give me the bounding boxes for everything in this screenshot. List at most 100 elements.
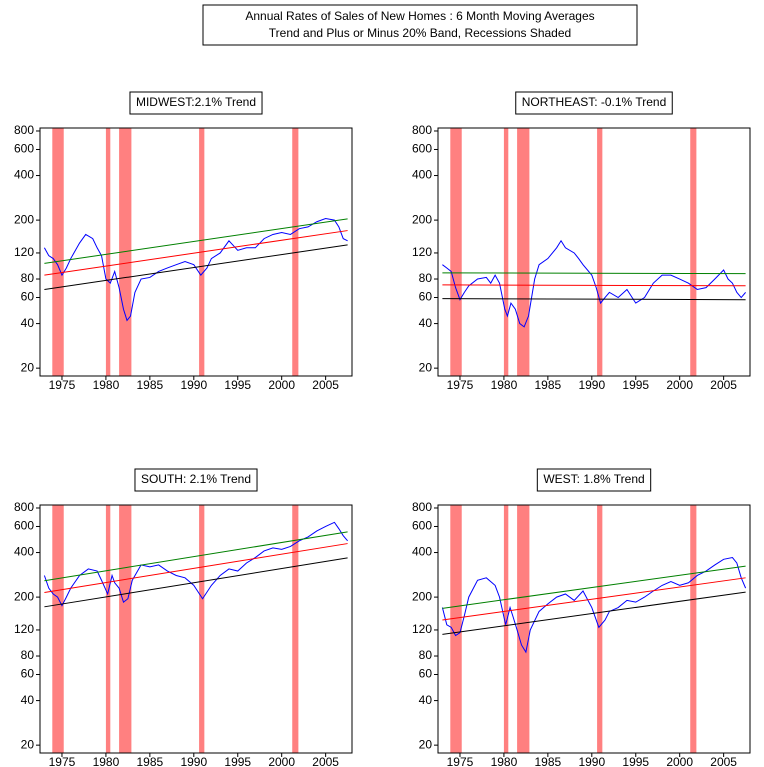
y-tick-label: 600 [14, 519, 34, 533]
y-tick-label: 80 [21, 271, 35, 285]
x-tick-label: 2000 [666, 755, 693, 767]
recession-band [690, 505, 697, 753]
x-tick-label: 2005 [312, 755, 339, 767]
x-tick-label: 2000 [666, 378, 693, 392]
recession-band [105, 505, 111, 753]
y-tick-label: 400 [14, 545, 34, 559]
x-tick-label: 1995 [224, 755, 251, 767]
subtitle: Trend and Plus or Minus 20% Band, Recess… [269, 26, 571, 40]
recession-band [292, 505, 299, 753]
recession-band [119, 505, 132, 753]
recession-band [450, 128, 462, 376]
series-line [44, 531, 348, 582]
y-tick-label: 60 [419, 667, 433, 681]
y-tick-label: 800 [14, 123, 34, 137]
x-tick-label: 1980 [491, 378, 518, 392]
x-tick-label: 1990 [578, 755, 605, 767]
y-tick-label: 400 [412, 545, 432, 559]
x-tick-label: 1990 [180, 755, 207, 767]
y-tick-label: 400 [412, 168, 432, 182]
series-line [44, 557, 348, 608]
y-tick-label: 200 [14, 212, 34, 226]
series-line [442, 284, 746, 287]
x-tick-label: 2000 [268, 755, 295, 767]
x-tick-label: 1975 [49, 755, 76, 767]
x-tick-label: 1985 [535, 755, 562, 767]
y-tick-label: 20 [419, 360, 433, 374]
series-line [44, 543, 348, 593]
series-line [43, 521, 348, 607]
series-line [44, 244, 348, 290]
series-line [442, 272, 746, 275]
x-tick-label: 1995 [622, 755, 649, 767]
y-tick-label: 600 [412, 142, 432, 156]
panel-title-box [134, 468, 258, 492]
recession-band [52, 128, 64, 376]
y-tick-label: 60 [419, 290, 433, 304]
y-tick-label: 120 [14, 245, 34, 259]
x-tick-label: 1985 [137, 378, 164, 392]
x-tick-label: 1990 [180, 378, 207, 392]
x-tick-label: 1975 [49, 378, 76, 392]
recession-band [597, 128, 603, 376]
y-tick-label: 400 [14, 168, 34, 182]
panel-title-box [515, 91, 673, 115]
recession-band [450, 505, 462, 753]
recession-band [517, 505, 530, 753]
y-tick-label: 120 [14, 622, 34, 636]
recession-band [503, 128, 509, 376]
y-tick-label: 600 [14, 142, 34, 156]
y-tick-label: 20 [419, 737, 433, 751]
x-tick-label: 1975 [447, 378, 474, 392]
series-line [442, 565, 746, 609]
plot-frame [437, 127, 751, 377]
series-line [442, 239, 746, 328]
recession-band [517, 128, 530, 376]
series-line [442, 591, 746, 635]
y-tick-label: 40 [21, 693, 35, 707]
y-tick-label: 40 [419, 316, 433, 330]
panel-title-box [536, 468, 652, 492]
recession-band [597, 505, 603, 753]
series-line [442, 577, 746, 621]
series-line [441, 557, 747, 654]
x-tick-label: 1985 [535, 378, 562, 392]
y-tick-label: 80 [419, 648, 433, 662]
y-tick-label: 40 [419, 693, 433, 707]
title-box [202, 4, 638, 46]
plot-frame [39, 504, 353, 754]
x-tick-label: 2005 [312, 378, 339, 392]
x-tick-label: 1975 [447, 755, 474, 767]
recession-band [292, 128, 299, 376]
y-tick-label: 20 [21, 737, 35, 751]
y-tick-label: 120 [412, 245, 432, 259]
x-tick-label: 1985 [137, 755, 164, 767]
x-tick-label: 2005 [710, 755, 737, 767]
x-tick-label: 1980 [93, 755, 120, 767]
y-tick-label: 200 [412, 212, 432, 226]
panel-title: MIDWEST:2.1% Trend [136, 95, 256, 109]
y-tick-label: 800 [412, 123, 432, 137]
recession-band [503, 505, 509, 753]
recession-band [199, 505, 205, 753]
x-tick-label: 1995 [622, 378, 649, 392]
y-tick-label: 200 [412, 589, 432, 603]
y-tick-label: 20 [21, 360, 35, 374]
panel-title: NORTHEAST: -0.1% Trend [522, 95, 667, 109]
y-tick-label: 40 [21, 316, 35, 330]
y-tick-label: 800 [412, 500, 432, 514]
series-line [442, 298, 746, 301]
recession-band [52, 505, 64, 753]
recession-band [690, 128, 697, 376]
x-tick-label: 1980 [491, 755, 518, 767]
y-tick-label: 200 [14, 589, 34, 603]
x-tick-label: 1995 [224, 378, 251, 392]
y-tick-label: 60 [21, 290, 35, 304]
y-tick-label: 600 [412, 519, 432, 533]
plot-frame [437, 504, 751, 754]
y-tick-label: 120 [412, 622, 432, 636]
series-line [43, 218, 348, 322]
y-tick-label: 80 [21, 648, 35, 662]
x-tick-label: 2005 [710, 378, 737, 392]
